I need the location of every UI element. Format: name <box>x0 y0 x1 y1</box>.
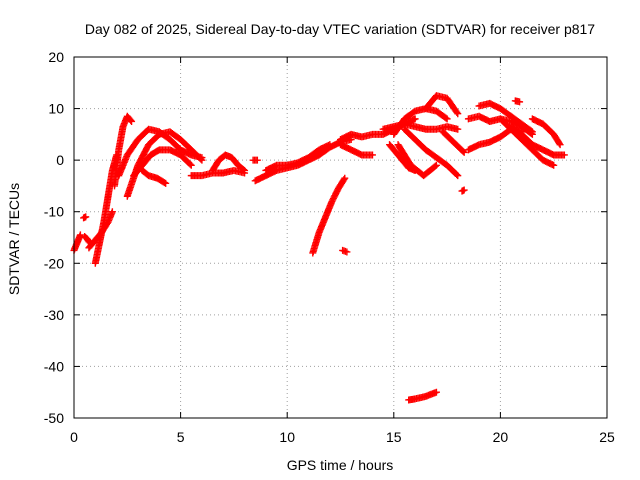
series-arc-05 <box>85 208 116 252</box>
y-tick-label: -40 <box>44 358 64 374</box>
data-point <box>187 161 195 169</box>
series-arc-09 <box>130 146 195 180</box>
data-point <box>127 116 135 124</box>
data-point <box>528 128 536 136</box>
plot-border <box>73 56 608 419</box>
data-point <box>253 156 261 164</box>
data-point <box>454 172 462 180</box>
x-tick-label: 20 <box>493 429 509 445</box>
data-point <box>160 179 168 187</box>
data-point <box>326 141 334 149</box>
data-point <box>432 388 440 396</box>
data-point <box>162 179 170 187</box>
series-arc-28 <box>458 186 468 195</box>
series-arc-23 <box>400 125 462 180</box>
y-tick-label: -10 <box>44 204 64 220</box>
data-point <box>108 208 116 216</box>
series-arc-30 <box>464 125 526 154</box>
x-tick-label: 0 <box>70 429 78 445</box>
series-arc-33 <box>507 123 568 159</box>
series-arc-07 <box>115 125 206 180</box>
chart-title: Day 082 of 2025, Sidereal Day-to-day VTE… <box>85 21 595 37</box>
y-tick-label: -30 <box>44 307 64 323</box>
series-arc-26 <box>439 128 468 156</box>
data-point <box>76 231 84 239</box>
series-arc-27 <box>405 388 440 404</box>
data-point <box>460 148 468 156</box>
data-point <box>443 115 451 123</box>
grid-lines <box>74 57 607 418</box>
y-tick-label: -20 <box>44 255 64 271</box>
data-point <box>453 108 461 116</box>
y-axis-label: SDTVAR / TECUs <box>6 183 22 295</box>
axis-ticks: 0 5 10 15 20 25 -50 -40 -30 -20 -10 0 10 20 <box>44 49 615 445</box>
data-point <box>411 115 419 123</box>
series-arc-25 <box>422 92 462 118</box>
data-point <box>550 161 558 169</box>
data-point <box>411 166 419 174</box>
data-point <box>368 151 376 159</box>
data-point <box>560 151 568 159</box>
y-tick-label: -50 <box>44 410 64 426</box>
data-point <box>460 186 468 194</box>
y-tick-label: 10 <box>48 101 64 117</box>
series-arc-15 <box>262 141 334 174</box>
data-point <box>197 155 205 163</box>
x-tick-label: 15 <box>386 429 402 445</box>
series-arc-35 <box>528 115 564 149</box>
series-arc-31 <box>475 99 536 136</box>
x-tick-label: 5 <box>177 429 185 445</box>
data-point <box>128 117 136 125</box>
data-point <box>341 174 349 182</box>
data-point <box>432 161 440 169</box>
x-axis-label: GPS time / hours <box>287 457 394 473</box>
series-arc-10 <box>138 166 170 187</box>
series-arc-01 <box>70 231 84 254</box>
series-arc-16 <box>309 174 349 257</box>
data-point <box>198 156 206 164</box>
x-tick-label: 25 <box>599 429 615 445</box>
x-tick-label: 10 <box>279 429 295 445</box>
data-point <box>431 162 439 170</box>
series-arc-11 <box>187 166 249 180</box>
data-point <box>454 125 462 133</box>
data-points <box>70 92 568 404</box>
series-arc-08 <box>123 128 206 200</box>
data-point <box>516 98 524 106</box>
data-point <box>186 160 194 168</box>
y-tick-label: 0 <box>56 152 64 168</box>
data-point <box>241 166 249 174</box>
data-point <box>454 110 462 118</box>
data-point <box>556 141 564 149</box>
series-arc-03 <box>80 213 90 222</box>
y-tick-label: 20 <box>48 49 64 65</box>
data-point <box>459 147 467 155</box>
series-arc-34 <box>511 97 524 106</box>
data-point <box>239 166 247 174</box>
data-point <box>340 175 348 183</box>
data-point <box>442 114 450 122</box>
series-arc-19 <box>337 141 376 159</box>
series-arc-24 <box>386 141 419 174</box>
data-point <box>453 171 461 179</box>
data-point <box>555 139 563 147</box>
data-point <box>343 248 351 256</box>
series-arc-13 <box>249 156 261 164</box>
series-arc-12 <box>209 151 249 174</box>
data-point <box>82 213 90 221</box>
data-point <box>527 127 535 135</box>
series-arc-17 <box>339 246 351 256</box>
